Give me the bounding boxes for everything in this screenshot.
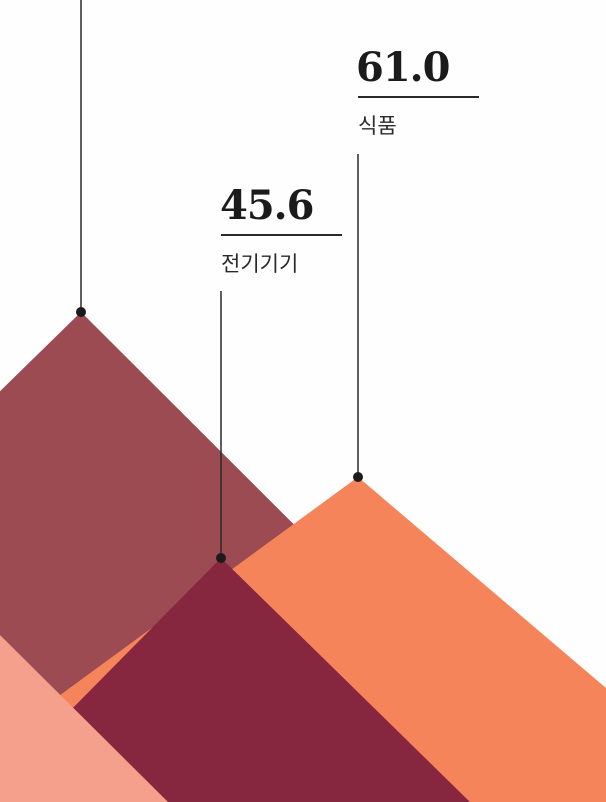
peak-electrical [0, 558, 470, 802]
value-label-food: 61.0 [356, 44, 450, 91]
peak-marker-back [76, 307, 86, 317]
peak-front-left [0, 635, 168, 802]
value-label-electrical: 45.6 [220, 182, 314, 229]
label-rule-electrical [221, 234, 342, 236]
peak-marker-food [353, 472, 363, 482]
category-label-electrical: 전기기기 [221, 252, 299, 276]
peak-marker-electrical [216, 553, 226, 563]
category-label-food: 식품 [358, 114, 397, 138]
label-rule-food [358, 96, 479, 98]
